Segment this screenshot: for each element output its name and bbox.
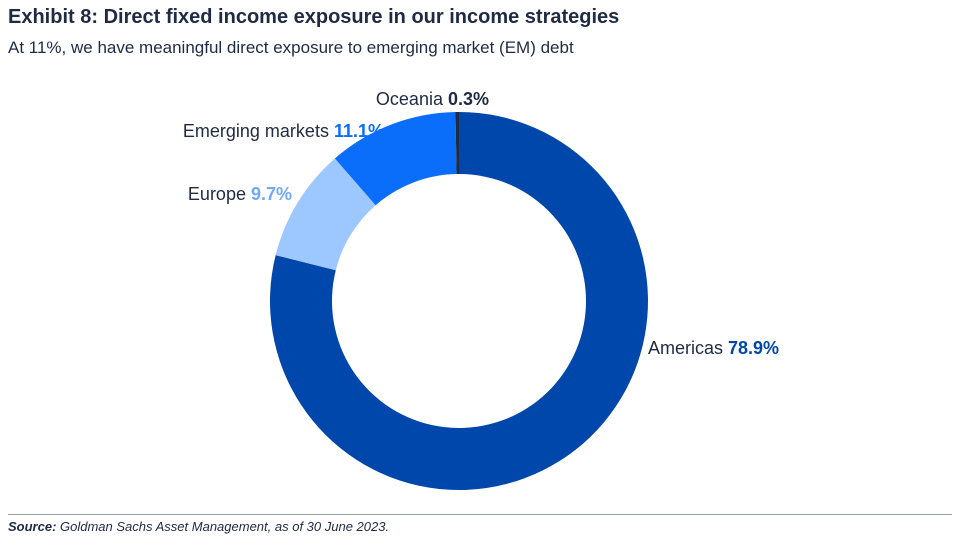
slice-label-value: 78.9%: [728, 338, 779, 358]
slice-label-value: 0.3%: [448, 89, 489, 109]
slice-label-value: 11.1%: [334, 121, 384, 141]
chart-subtitle: At 11%, we have meaningful direct exposu…: [8, 38, 574, 57]
slice-label-name: Oceania: [376, 89, 448, 109]
source-label: Source:: [8, 519, 57, 534]
slice-label-emerging-markets: Emerging markets 11.1%: [183, 121, 384, 141]
slice-label-name: Americas: [648, 338, 728, 358]
source-note: Source: Goldman Sachs Asset Management, …: [8, 519, 389, 534]
slice-label-name: Europe: [188, 184, 251, 204]
slice-europe: [275, 158, 376, 271]
slice-label-value: 9.7%: [251, 184, 292, 204]
slice-emerging-markets: [334, 112, 457, 206]
source-text: Goldman Sachs Asset Management, as of 30…: [56, 519, 390, 534]
slice-oceania: [455, 112, 459, 175]
slice-label-name: Emerging markets: [183, 121, 334, 141]
slice-label-oceania: Oceania 0.3%: [376, 89, 489, 109]
chart-title: Exhibit 8: Direct fixed income exposure …: [8, 6, 620, 28]
slice-americas: [270, 112, 648, 491]
divider: [8, 514, 952, 515]
slice-label-americas: Americas 78.9%: [648, 338, 779, 358]
slice-label-europe: Europe 9.7%: [188, 184, 292, 204]
